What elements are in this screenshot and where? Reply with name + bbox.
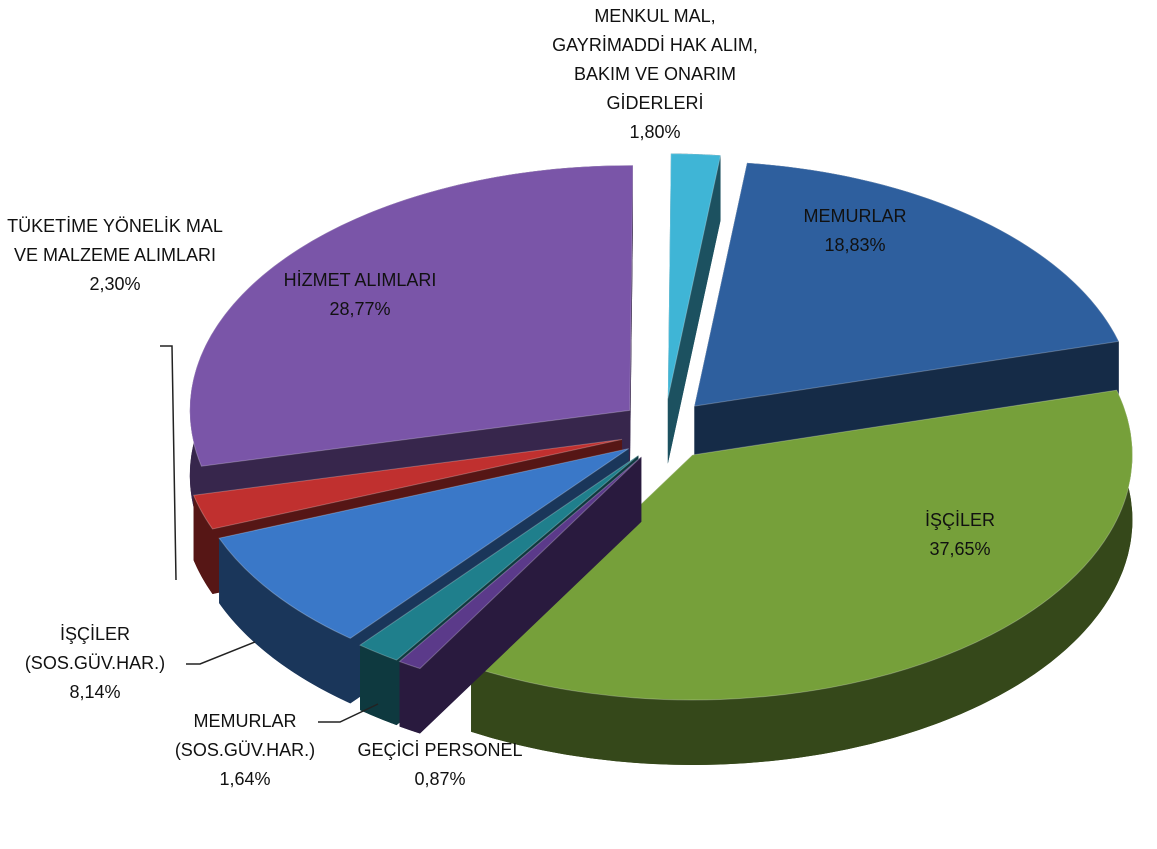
slice-side <box>399 456 642 727</box>
category-label: GEÇİCİ PERSONEL <box>357 740 523 760</box>
category-label: MEMURLAR (SOS.GÜV.HAR.) <box>174 711 316 760</box>
slice <box>218 448 629 639</box>
value-label: 18,83% <box>824 235 886 255</box>
slice <box>192 438 623 530</box>
label: MENKUL MAL, GAYRİMADDİ HAK ALIM, BAKIM V… <box>540 2 770 147</box>
leader-line <box>318 703 379 723</box>
value-label: 1,80% <box>629 122 681 142</box>
slice <box>359 454 639 661</box>
slice <box>398 456 642 670</box>
value-label: 28,77% <box>329 299 391 319</box>
value-label: 0,87% <box>414 769 466 789</box>
leader-line <box>160 345 177 581</box>
value-label: 2,30% <box>89 274 141 294</box>
slice-side <box>471 390 1133 765</box>
label: MEMURLAR 18,83% <box>760 202 950 260</box>
category-label: İŞÇİLER (SOS.GÜV.HAR.) <box>24 624 166 673</box>
category-label: HİZMET ALIMLARI <box>283 270 437 290</box>
slice <box>189 164 634 467</box>
category-label: MEMURLAR <box>803 206 907 226</box>
slice <box>470 389 1133 701</box>
category-label: MENKUL MAL, GAYRİMADDİ HAK ALIM, BAKIM V… <box>552 6 758 113</box>
label: HİZMET ALIMLARI 28,77% <box>240 266 480 324</box>
label: GEÇİCİ PERSONEL 0,87% <box>330 736 550 794</box>
value-label: 37,65% <box>929 539 991 559</box>
value-label: 1,64% <box>219 769 271 789</box>
pie <box>189 153 1133 765</box>
slice-side <box>629 165 633 476</box>
slice <box>693 162 1120 407</box>
label: İŞÇİLER 37,65% <box>870 506 1050 564</box>
label: İŞÇİLER (SOS.GÜV.HAR.) 8,14% <box>10 620 180 707</box>
slice <box>667 153 722 399</box>
value-label: 8,14% <box>69 682 121 702</box>
label: MEMURLAR (SOS.GÜV.HAR.) 1,64% <box>150 707 340 794</box>
category-label: İŞÇİLER <box>924 510 996 530</box>
label: TÜKETİME YÖNELİK MAL VE MALZEME ALIMLARI… <box>5 212 225 299</box>
slice-side <box>667 155 721 464</box>
leader-line <box>186 641 256 665</box>
category-label: TÜKETİME YÖNELİK MAL VE MALZEME ALIMLARI <box>7 216 223 265</box>
